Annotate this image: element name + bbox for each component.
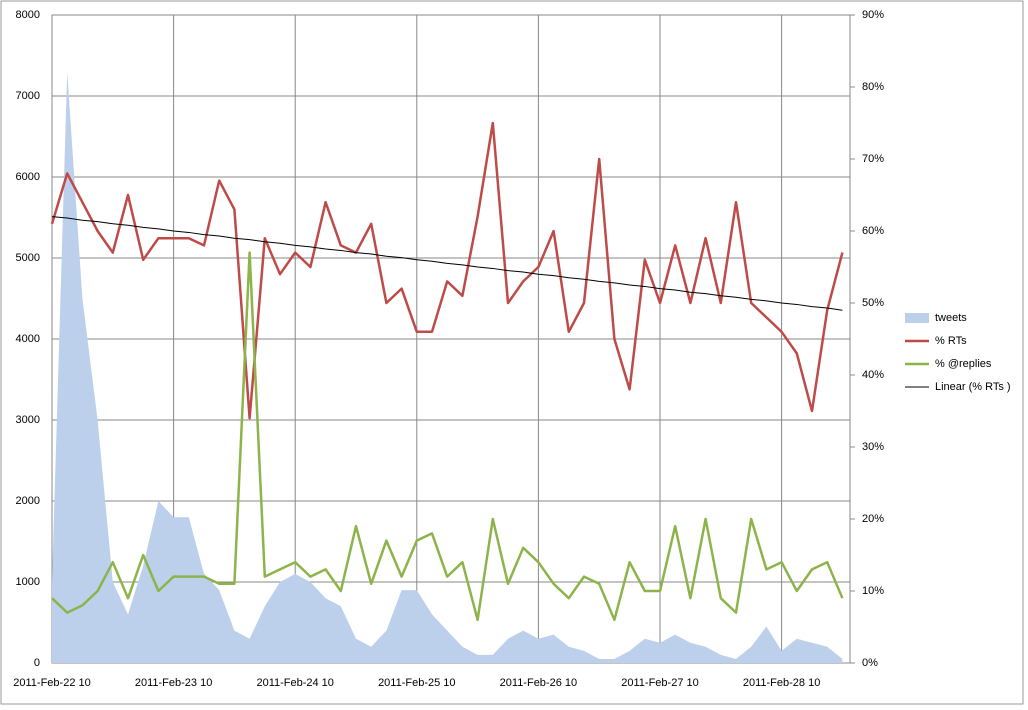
y2-tick-label: 20% [862, 513, 884, 525]
line [51, 251, 844, 622]
y2-tick-label: 50% [862, 297, 884, 309]
y-tick-label: 8000 [16, 9, 40, 21]
x-tick-label: 2011-Feb-26 10 [500, 677, 577, 689]
y2-tick-label: 90% [862, 9, 884, 21]
y-tick-label: 4000 [16, 333, 40, 345]
y2-tick-label: 0% [862, 657, 878, 669]
y-tick-label: 6000 [16, 171, 40, 183]
y-tick-label: 1000 [16, 576, 40, 588]
line [51, 216, 843, 311]
x-tick-label: 2011-Feb-24 10 [256, 677, 333, 689]
y2-tick-label: 60% [862, 225, 884, 237]
legend-label: % RTs [935, 335, 967, 347]
x-tick-label: 2011-Feb-22 10 [13, 677, 90, 689]
legend-label: tweets [935, 312, 967, 324]
legend-label: Linear (% RTs ) [935, 381, 1011, 393]
y-tick-label: 5000 [16, 252, 40, 264]
y-tick-label: 0 [34, 657, 40, 669]
y2-tick-label: 70% [862, 153, 884, 165]
x-tick-label: 2011-Feb-28 10 [743, 677, 820, 689]
y2-tick-label: 30% [862, 441, 884, 453]
y2-tick-label: 40% [862, 369, 884, 381]
line [50, 121, 844, 420]
y-tick-label: 2000 [16, 495, 40, 507]
y-tick-label: 3000 [16, 414, 40, 426]
legend-label: % @replies [935, 358, 992, 370]
y-tick-label: 7000 [16, 90, 40, 102]
y2-tick-label: 10% [862, 585, 884, 597]
y2-tick-label: 80% [862, 81, 884, 93]
x-tick-label: 2011-Feb-23 10 [135, 677, 212, 689]
legend-swatch [905, 313, 929, 323]
x-tick-label: 2011-Feb-25 10 [378, 677, 455, 689]
x-tick-label: 2011-Feb-27 10 [621, 677, 698, 689]
